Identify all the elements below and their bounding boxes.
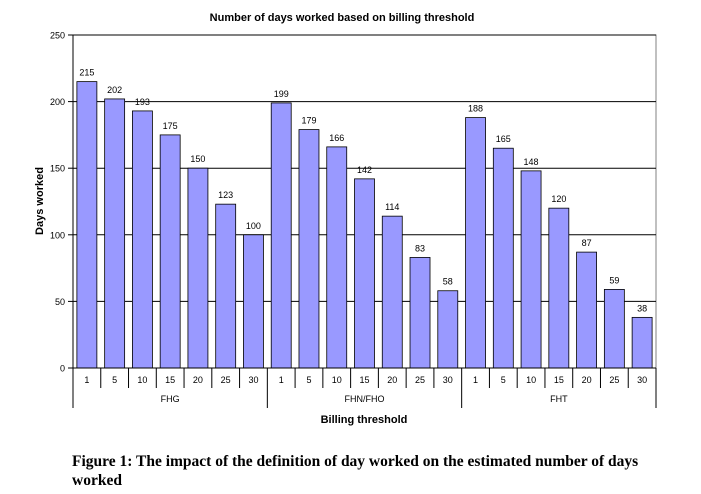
data-label: 120 [551,194,566,204]
data-label: 142 [357,165,372,175]
x-axis-label: Billing threshold [321,414,408,426]
x-tick-label: 20 [582,375,592,385]
x-tick-label: 15 [359,375,369,385]
data-label: 193 [135,97,150,107]
data-label: 148 [524,157,539,167]
x-tick-label: 20 [193,375,203,385]
group-label: FHT [550,394,568,404]
y-tick-label: 50 [55,297,65,307]
x-tick-label: 5 [501,375,506,385]
bar [465,117,486,369]
bar [159,134,181,369]
data-label: 83 [415,243,425,253]
y-tick-label: 100 [50,230,65,240]
x-tick-label: 10 [526,375,536,385]
x-tick-label: 15 [165,375,175,385]
y-tick-label: 200 [50,97,65,107]
bar-chart: Number of days worked based on billing t… [34,12,657,426]
data-label: 165 [496,134,511,144]
figure-caption: Figure 1: The impact of the definition o… [72,453,639,489]
bar [243,234,264,369]
group-label: FHG [161,394,180,404]
x-tick-label: 1 [473,375,478,385]
x-tick-label: 15 [554,375,564,385]
bar [520,170,542,369]
bar [326,146,348,369]
data-label: 215 [79,68,94,78]
x-tick-label: 10 [137,375,147,385]
y-axis-label: Days worked [34,167,46,235]
x-tick-label: 30 [443,375,453,385]
bar [437,290,459,369]
group-label: FHN/FHO [345,394,385,404]
bar [576,251,597,369]
bar [603,289,625,369]
bar [187,167,209,369]
data-label: 114 [385,202,399,212]
data-label: 179 [301,116,316,126]
bar [492,147,514,369]
bar [548,207,570,369]
bar [631,316,653,369]
x-tick-label: 25 [221,375,231,385]
data-label: 166 [329,133,344,143]
x-tick-label: 30 [637,375,647,385]
data-label: 202 [107,85,122,95]
x-tick-label: 5 [112,375,117,385]
data-label: 59 [609,275,619,285]
bar [409,257,431,369]
x-tick-label: 1 [84,375,89,385]
x-tick-label: 10 [332,375,342,385]
data-label: 123 [218,190,233,200]
data-label: 199 [274,89,289,99]
bar [132,110,153,369]
bars: 215 202 193 175 150 123 100 199 179 166 142 114 83 58… [76,68,653,369]
y-tick-label: 250 [50,31,65,41]
data-label: 38 [637,303,647,313]
y-tick-label: 150 [50,164,65,174]
x-tick-label: 20 [387,375,397,385]
data-label: 150 [190,154,205,164]
data-label: 188 [468,104,483,114]
bar [354,178,375,369]
bar [298,129,320,369]
x-tick-label: 25 [415,375,425,385]
x-tick-label: 25 [609,375,619,385]
x-tick-label: 30 [248,375,258,385]
chart-title: Number of days worked based on billing t… [210,12,475,24]
data-label: 87 [582,238,592,248]
bar [381,215,403,369]
x-tick-label: 1 [279,375,284,385]
y-tick-label: 0 [60,364,65,374]
bar [104,98,126,369]
data-label: 100 [246,221,261,231]
bar [270,102,292,369]
bar [215,203,237,369]
data-label: 175 [163,121,178,131]
x-tick-label: 5 [306,375,311,385]
data-label: 58 [443,277,453,287]
bar [76,81,98,369]
